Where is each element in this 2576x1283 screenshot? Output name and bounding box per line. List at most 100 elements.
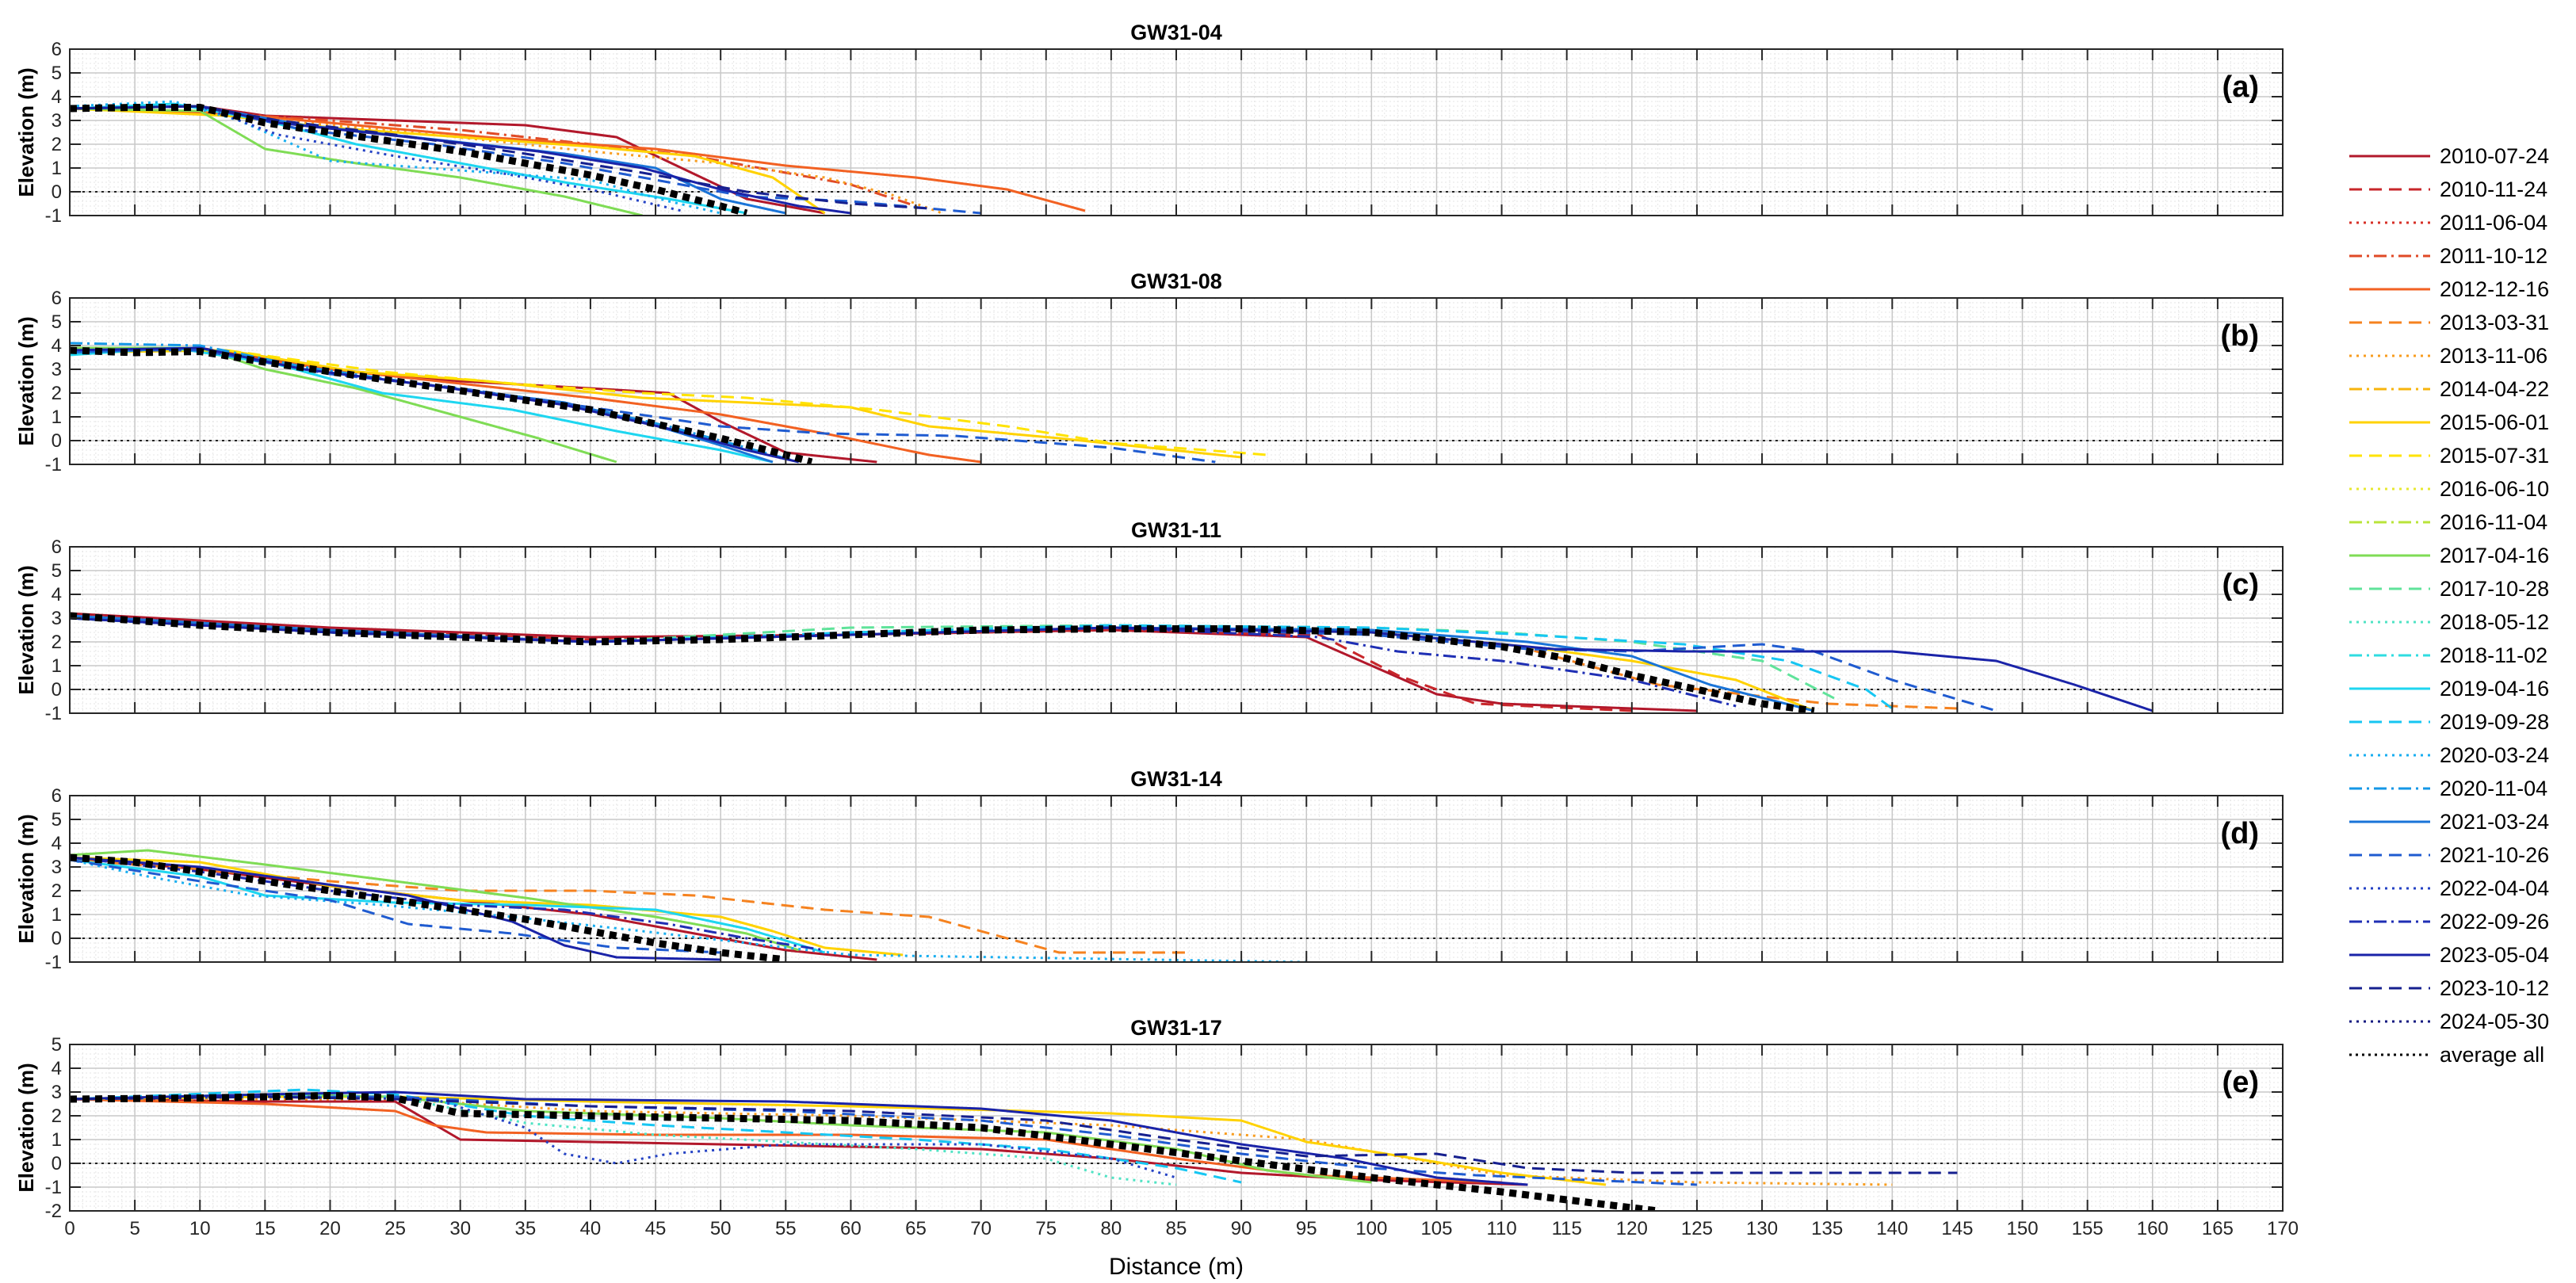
x-tick-label: 140	[1876, 1218, 1908, 1239]
series-line-average-all	[70, 104, 748, 216]
y-tick-label: 0	[52, 1153, 62, 1174]
y-tick-label: -1	[45, 703, 62, 724]
legend-swatch	[2349, 321, 2430, 324]
y-axis-label: Elevation (m)	[14, 316, 38, 445]
panel-label: (b)	[2220, 319, 2259, 353]
series-line-2010-07-24	[70, 612, 1697, 712]
legend-label: 2010-11-24	[2440, 178, 2548, 201]
legend-item: 2019-04-16	[2346, 674, 2568, 705]
legend-label: 2018-11-02	[2440, 643, 2548, 667]
panel-label: (d)	[2220, 817, 2259, 850]
legend-label: 2013-11-06	[2440, 344, 2548, 368]
legend-swatch	[2349, 554, 2430, 557]
x-tick-label: 20	[319, 1218, 341, 1239]
panel-title: GW31-17	[1130, 1016, 1222, 1040]
legend-label: average all	[2440, 1043, 2545, 1067]
legend-label: 2016-06-10	[2440, 477, 2550, 501]
legend-item: 2010-11-24	[2346, 174, 2568, 206]
y-tick-label: 3	[52, 608, 62, 629]
y-tick-label: 3	[52, 359, 62, 380]
legend-label: 2023-10-12	[2440, 976, 2550, 1000]
series-lines	[70, 612, 2154, 713]
legend-label: 2024-05-30	[2440, 1010, 2550, 1033]
legend-item: 2018-11-02	[2346, 640, 2568, 672]
series-line-2019-09-28	[70, 617, 1894, 710]
legend-swatch	[2349, 221, 2430, 224]
y-tick-label: 4	[52, 584, 62, 605]
legend-label: 2016-11-04	[2440, 510, 2548, 534]
legend-label: 2015-06-01	[2440, 410, 2550, 434]
y-tick-label: 3	[52, 857, 62, 878]
legend-item: 2021-10-26	[2346, 840, 2568, 872]
legend-label: 2018-05-12	[2440, 610, 2550, 634]
series-lines	[70, 100, 1086, 216]
legend-item: 2015-06-01	[2346, 407, 2568, 439]
legend-label: 2021-03-24	[2440, 810, 2550, 834]
x-tick-label: 80	[1101, 1218, 1122, 1239]
x-tick-label: 100	[1355, 1218, 1387, 1239]
legend-swatch	[2349, 1053, 2430, 1056]
legend-swatch	[2349, 1020, 2430, 1023]
legend-item: 2015-07-31	[2346, 441, 2568, 472]
legend-label: 2020-11-04	[2440, 777, 2548, 800]
x-tick-label: 60	[840, 1218, 862, 1239]
x-tick-label: 75	[1035, 1218, 1057, 1239]
series-line-2021-10-26	[70, 858, 721, 954]
legend-swatch	[2349, 288, 2430, 291]
x-tick-label: 135	[1811, 1218, 1843, 1239]
panel-title: GW31-14	[1130, 767, 1222, 791]
legend-label: 2017-04-16	[2440, 544, 2550, 567]
x-tick-label: 125	[1681, 1218, 1713, 1239]
legend-item: 2017-04-16	[2346, 540, 2568, 572]
x-tick-label: 25	[384, 1218, 406, 1239]
legend-swatch	[2349, 254, 2430, 258]
y-tick-label: 4	[52, 1058, 62, 1079]
x-tick-label: 145	[1941, 1218, 1973, 1239]
y-tick-label: 6	[52, 288, 62, 309]
series-line-2015-06-01	[70, 856, 904, 957]
legend-swatch	[2349, 920, 2430, 923]
series-line-2015-07-31	[70, 349, 1268, 456]
legend-label: 2019-04-16	[2440, 677, 2550, 701]
x-tick-label: 85	[1166, 1218, 1187, 1239]
legend-item: 2017-10-28	[2346, 574, 2568, 605]
x-tick-label: 0	[64, 1218, 75, 1239]
series-line-2012-12-16	[70, 107, 1086, 212]
legend-label: 2013-03-31	[2440, 311, 2550, 334]
series-line-average-all	[70, 346, 813, 464]
legend-swatch	[2349, 421, 2430, 424]
legend-item: 2016-11-04	[2346, 507, 2568, 539]
y-tick-label: 1	[52, 1129, 62, 1151]
legend-label: 2020-03-24	[2440, 743, 2550, 767]
x-tick-label: 150	[2007, 1218, 2039, 1239]
x-tick-label: 155	[2072, 1218, 2104, 1239]
legend-item: 2021-03-24	[2346, 807, 2568, 838]
y-tick-label: 2	[52, 383, 62, 404]
y-tick-label: 2	[52, 880, 62, 902]
y-tick-label: 0	[52, 928, 62, 949]
legend-swatch	[2349, 987, 2430, 990]
legend-label: 2022-04-04	[2440, 876, 2550, 900]
y-axis-label: Elevation (m)	[14, 67, 38, 197]
x-tick-label: 30	[449, 1218, 471, 1239]
y-tick-label: -1	[45, 1177, 62, 1198]
legend-label: 2010-07-24	[2440, 144, 2550, 168]
series-line-average-all	[70, 612, 1815, 713]
panel-title: GW31-08	[1130, 269, 1222, 293]
series-line-2022-09-26	[70, 617, 1737, 708]
legend-swatch	[2349, 654, 2430, 657]
y-axis-label: Elevation (m)	[14, 814, 38, 943]
series-line-average-all	[70, 853, 786, 962]
legend-label: 2012-12-16	[2440, 277, 2550, 301]
series-line-2012-12-16	[70, 1098, 1502, 1184]
panel-title: GW31-04	[1130, 21, 1222, 44]
series-line-2023-05-04	[70, 617, 2154, 712]
legend-item: 2016-06-10	[2346, 474, 2568, 506]
series-line-2023-10-12	[70, 1095, 1958, 1174]
legend-swatch	[2349, 953, 2430, 957]
legend-swatch	[2349, 687, 2430, 690]
y-tick-label: 5	[52, 63, 62, 84]
